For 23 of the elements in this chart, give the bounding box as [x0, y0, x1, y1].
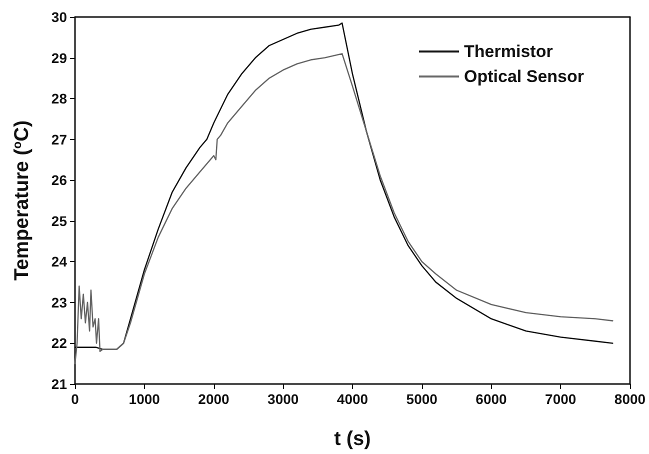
- x-tick-label: 6000: [476, 391, 508, 407]
- legend-label: Optical Sensor: [464, 67, 584, 86]
- legend-label: Thermistor: [464, 42, 554, 61]
- x-tick-label: 4000: [336, 391, 368, 407]
- y-tick-label: 28: [51, 90, 68, 107]
- y-tick-label: 24: [51, 254, 68, 270]
- y-tick-label: 21: [51, 376, 68, 392]
- y-tick-label: 30: [51, 9, 68, 25]
- y-tick-label: 29: [51, 50, 68, 66]
- x-axis-title: t (s): [334, 428, 371, 450]
- x-tick-label: 8000: [614, 391, 646, 407]
- y-tick-label: 25: [51, 212, 68, 229]
- y-tick-label: 26: [51, 172, 68, 188]
- x-tick-label: 0: [71, 391, 80, 407]
- x-tick-label: 7000: [545, 391, 576, 407]
- y-tick-label: 27: [51, 131, 68, 148]
- y-tick-label: 23: [51, 294, 68, 310]
- x-tick-label: 3000: [268, 391, 299, 407]
- y-tick-label: 22: [51, 335, 68, 352]
- x-tick-label: 2000: [198, 391, 230, 407]
- x-tick-label: 1000: [128, 391, 160, 407]
- x-tick-label: 5000: [406, 391, 438, 407]
- y-axis-title: Temperature (oC): [10, 120, 33, 281]
